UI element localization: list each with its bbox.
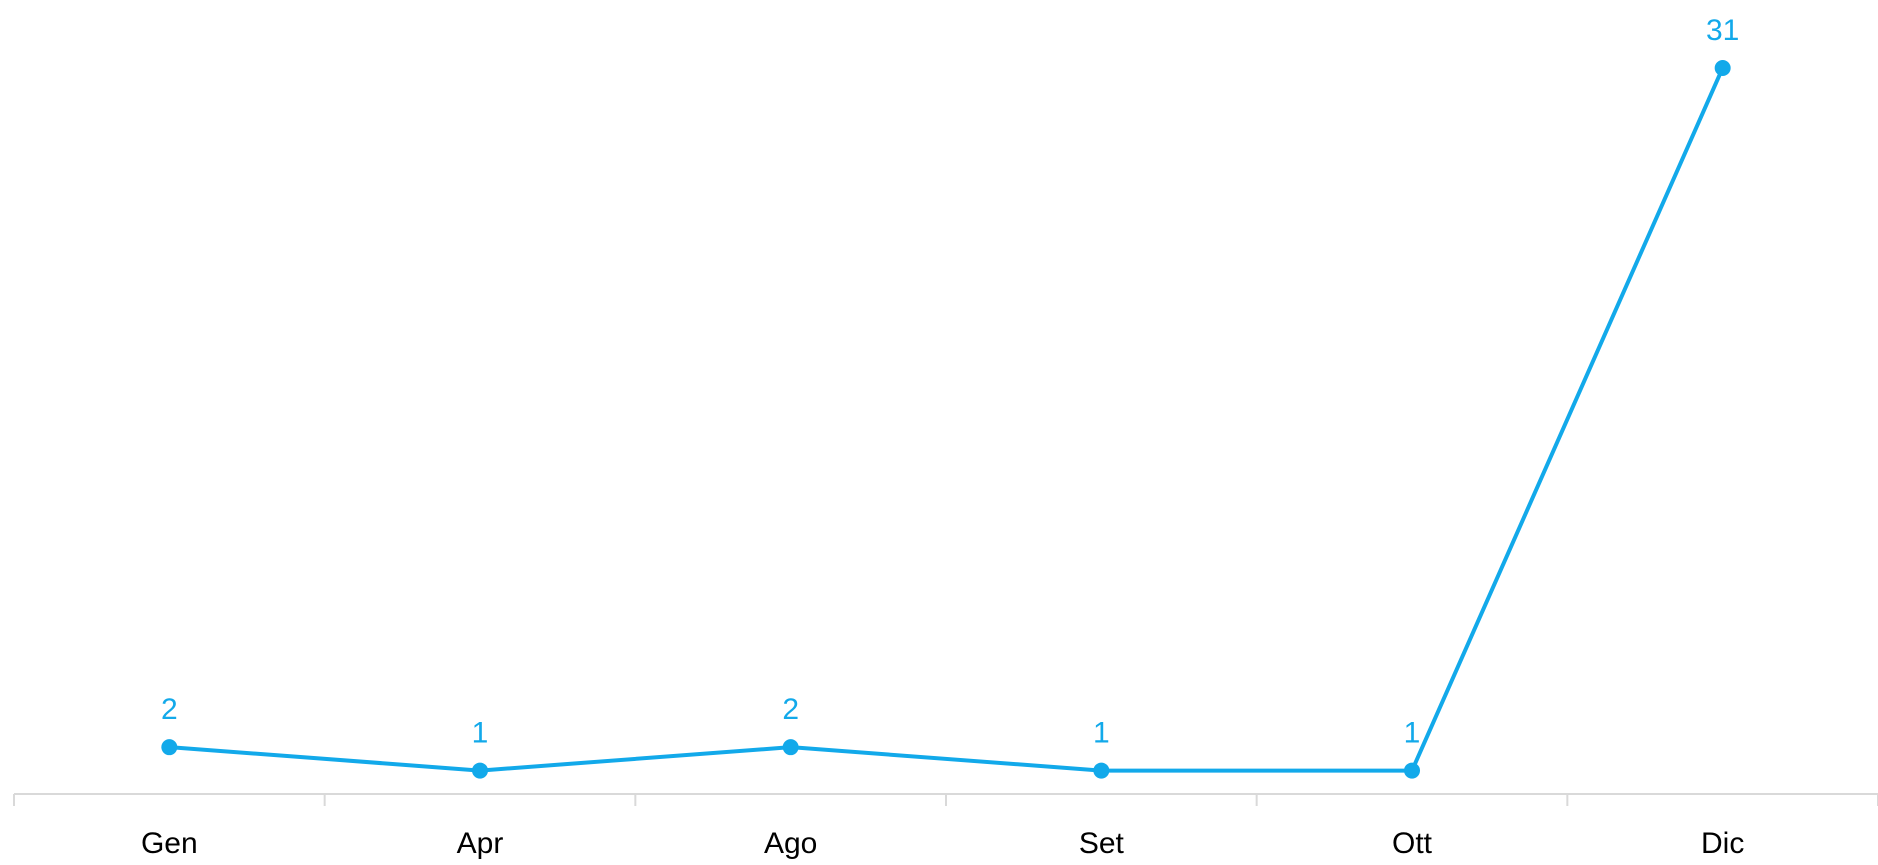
point [1093, 762, 1110, 779]
point [782, 739, 799, 756]
x-tick-label: Apr [457, 827, 504, 860]
point [161, 739, 178, 756]
x-tick-label: Ott [1392, 827, 1433, 860]
point [472, 762, 488, 779]
x-tick-label: Set [1079, 827, 1125, 860]
x-tick-label: Gen [141, 827, 198, 860]
data-label: 2 [782, 693, 799, 726]
x-tick-label: Dic [1701, 827, 1744, 860]
data-label: 31 [1706, 14, 1739, 47]
data-label: 1 [472, 717, 489, 750]
data-label: 2 [161, 693, 178, 726]
x-tick-label: Ago [764, 827, 817, 860]
point [1404, 762, 1420, 779]
data-label: 1 [1093, 717, 1110, 750]
line-series [169, 67, 1725, 773]
data-label: 1 [1404, 717, 1421, 750]
point [1714, 59, 1731, 76]
